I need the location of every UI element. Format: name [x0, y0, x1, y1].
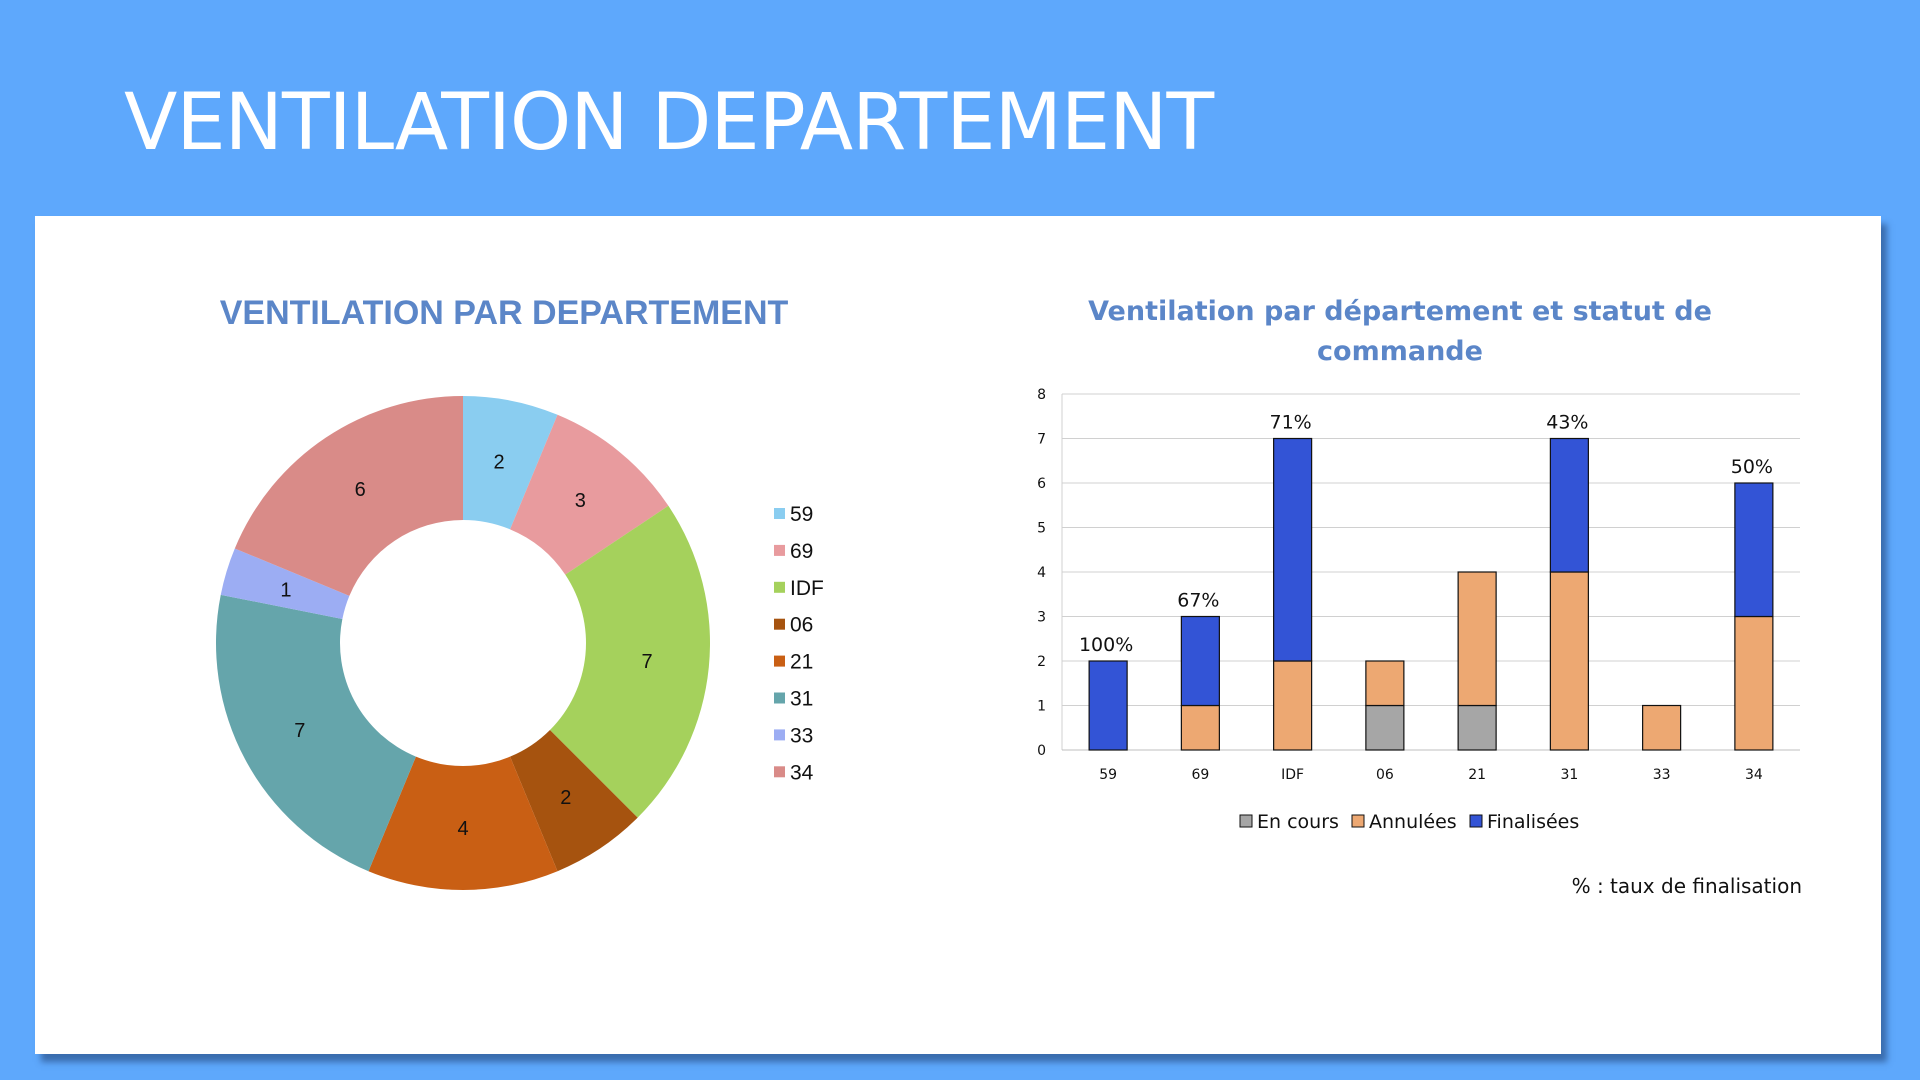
bar-legend-swatch — [1239, 814, 1253, 828]
finalisation-rate-label: 50% — [1731, 456, 1773, 478]
legend-item-69: 69 — [790, 540, 813, 563]
donut-slice-21 — [368, 756, 558, 891]
y-tick-label: 3 — [1037, 610, 1046, 626]
finalisation-rate-label: 100% — [1079, 634, 1133, 656]
x-tick-label: 21 — [1468, 767, 1486, 783]
bar-segment-IDF — [1273, 660, 1313, 751]
donut-value-label: 2 — [560, 787, 571, 809]
legend-item-59: 59 — [790, 503, 813, 526]
legend-swatch — [774, 729, 785, 741]
bar-segment-21 — [1457, 571, 1497, 707]
y-tick-label: 1 — [1037, 699, 1046, 715]
x-tick-label: 59 — [1099, 767, 1117, 783]
legend-item-34: 34 — [790, 761, 814, 784]
bar-segment-69 — [1180, 615, 1220, 707]
bar-segment-IDF — [1273, 437, 1313, 662]
bar-segment-06 — [1365, 660, 1405, 707]
bar-segment-59 — [1088, 660, 1128, 751]
legend-swatch — [774, 766, 785, 778]
donut-legend: 59 69 IDF 06 21 31 33 34 — [774, 503, 824, 784]
bar-segment-06 — [1365, 704, 1405, 751]
x-tick-label: IDF — [1281, 767, 1304, 783]
legend-swatch — [774, 508, 785, 519]
y-tick-label: 4 — [1037, 565, 1046, 581]
donut-slice-06 — [510, 729, 638, 872]
donut-slice-59 — [463, 396, 558, 530]
bar-legend-swatch — [1351, 814, 1365, 828]
legend-swatch — [774, 618, 785, 630]
donut-slice-33 — [220, 548, 350, 620]
donut-slice-34 — [234, 396, 463, 596]
legend-swatch — [774, 692, 785, 704]
legend-swatch — [774, 581, 785, 593]
donut-slice-69 — [510, 414, 669, 575]
donut-value-label: 7 — [294, 720, 305, 742]
legend-item-21: 21 — [790, 651, 813, 674]
x-tick-label: 31 — [1560, 767, 1578, 783]
y-tick-label: 0 — [1037, 743, 1046, 759]
bar-segment-34 — [1734, 482, 1774, 618]
donut-value-label: 1 — [280, 579, 291, 601]
x-tick-label: 69 — [1191, 767, 1209, 783]
legend-swatch — [774, 544, 785, 556]
x-tick-label: 34 — [1745, 767, 1763, 783]
bar-segment-33 — [1642, 704, 1682, 751]
bar-legend-swatch — [1469, 814, 1483, 828]
donut-chart-title: VENTILATION PAR DEPARTEMENT — [219, 294, 789, 332]
y-tick-label: 2 — [1037, 654, 1046, 670]
footnote: % : taux de finalisation — [1571, 874, 1802, 898]
bar-chart-title: Ventilation par département et statut de… — [1088, 296, 1712, 367]
bar-segment-69 — [1180, 704, 1220, 751]
y-tick-label: 5 — [1037, 521, 1046, 537]
bar-segment-21 — [1457, 704, 1497, 751]
bar-segment-31 — [1549, 437, 1589, 573]
bar-legend: En cours Annulées Finalisées — [1239, 811, 1579, 833]
bar-legend-item: Finalisées — [1487, 811, 1579, 833]
legend-item-33: 33 — [790, 724, 813, 747]
y-tick-label: 7 — [1037, 432, 1046, 448]
donut-slice-IDF — [549, 505, 711, 818]
x-tick-label: 33 — [1653, 767, 1671, 783]
legend-item-06: 06 — [790, 614, 813, 637]
donut-value-label: 4 — [457, 818, 468, 840]
finalisation-rate-label: 67% — [1177, 590, 1219, 612]
bar-legend-item: En cours — [1257, 811, 1339, 833]
bar-segment-31 — [1549, 571, 1589, 751]
finalisation-rate-label: 43% — [1546, 412, 1588, 434]
donut-value-label: 3 — [575, 490, 586, 512]
donut-chart: 2 3 7 2 4 7 1 6 — [215, 396, 711, 891]
y-tick-label: 6 — [1037, 476, 1046, 492]
legend-item-IDF: IDF — [790, 577, 824, 600]
donut-value-label: 2 — [494, 452, 505, 474]
legend-item-31: 31 — [790, 688, 813, 711]
donut-value-label: 7 — [642, 651, 653, 673]
bar-legend-item: Annulées — [1369, 811, 1457, 833]
bar-segment-34 — [1734, 615, 1774, 751]
x-tick-label: 06 — [1376, 767, 1394, 783]
slide-title: VENTILATION DEPARTEMENT — [124, 78, 1214, 168]
donut-value-label: 6 — [355, 479, 366, 501]
legend-swatch — [774, 655, 785, 667]
donut-slice-31 — [215, 594, 416, 872]
finalisation-rate-label: 71% — [1270, 412, 1312, 434]
y-tick-label: 8 — [1037, 387, 1046, 403]
